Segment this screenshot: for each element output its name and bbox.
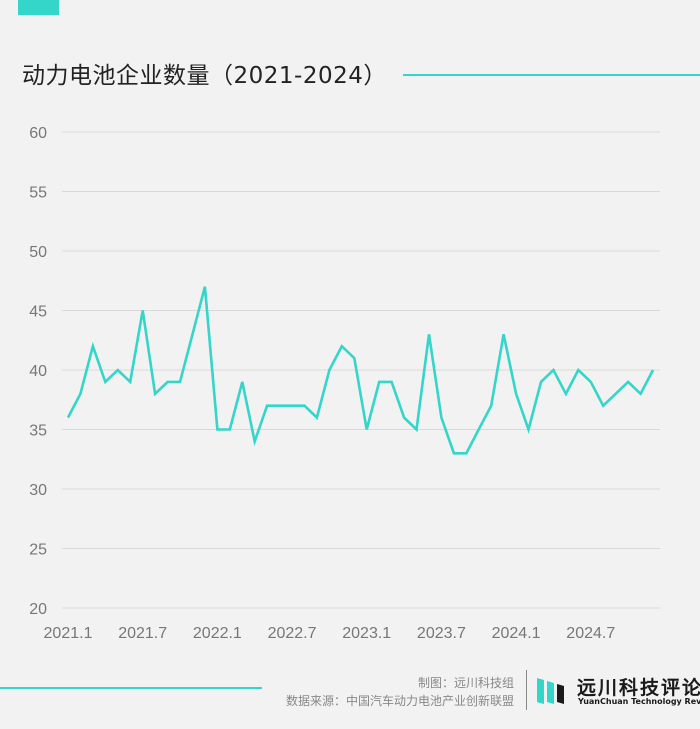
bottom-rule <box>0 687 262 689</box>
x-tick-label: 2024.1 <box>492 625 541 642</box>
data-source: 数据来源：中国汽车动力电池产业创新联盟 <box>285 694 514 708</box>
x-tick-label: 2023.1 <box>342 625 391 642</box>
y-tick-label: 55 <box>29 185 47 202</box>
x-tick-label: 2022.1 <box>193 625 242 642</box>
brand-name-en: YuanChuan Technology Review <box>578 697 700 706</box>
x-tick-label: 2022.7 <box>268 625 317 642</box>
title-rule <box>403 74 700 76</box>
y-tick-label: 45 <box>29 304 47 321</box>
x-tick-label: 2024.7 <box>566 625 615 642</box>
x-tick-label: 2021.1 <box>44 625 93 642</box>
y-tick-label: 50 <box>29 244 47 261</box>
y-tick-label: 20 <box>29 601 47 618</box>
y-tick-label: 30 <box>29 482 47 499</box>
x-tick-label: 2021.7 <box>118 625 167 642</box>
y-tick-label: 25 <box>29 542 47 559</box>
y-axis-ticks: 20 25 30 35 40 45 50 55 60 <box>29 125 47 618</box>
chart-credit: 制图：远川科技组 <box>417 676 514 690</box>
grid-lines <box>62 131 660 609</box>
y-tick-label: 40 <box>29 363 47 380</box>
y-tick-label: 35 <box>29 423 47 440</box>
x-axis-ticks: 2021.1 2021.7 2022.1 2022.7 2023.1 2023.7 2024… <box>44 625 616 642</box>
corner-accent-tab <box>18 0 59 15</box>
series-line <box>66 286 655 455</box>
logo-divider <box>526 670 527 710</box>
x-tick-label: 2023.7 <box>417 625 466 642</box>
brand-name: 远川科技评论 <box>577 677 700 699</box>
brand-bars-icon <box>537 678 564 704</box>
chart-title: 动力电池企业数量（2021-2024） <box>22 63 387 89</box>
series-layer <box>66 286 655 455</box>
y-tick-label: 60 <box>29 125 47 142</box>
